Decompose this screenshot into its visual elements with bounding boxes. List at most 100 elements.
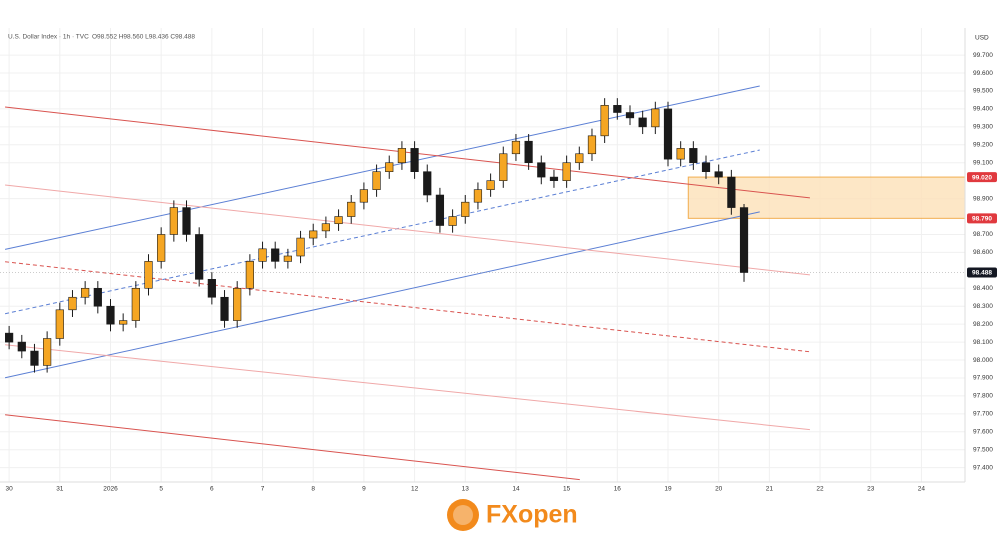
y-tick-label: 98.100 (973, 339, 993, 346)
candle-body (81, 287, 90, 298)
x-tick-label: 31 (56, 486, 64, 493)
y-tick-label: 97.400 (973, 464, 993, 471)
candle-body (448, 216, 457, 226)
candle-body (689, 148, 698, 164)
brand-name: FXopen (486, 501, 578, 529)
price-label: 98.790 (972, 216, 992, 223)
candle-body (195, 234, 204, 280)
candle-body (435, 194, 445, 226)
candle-body (511, 140, 521, 155)
x-tick-label: 24 (918, 486, 926, 493)
candle-body (727, 176, 736, 208)
candle-body (245, 261, 254, 289)
y-tick-label: 99.600 (973, 70, 993, 77)
x-tick-label: 20 (715, 486, 723, 493)
y-tick-label: 99.700 (973, 52, 993, 59)
candle-body (473, 189, 483, 203)
candle-body (638, 117, 647, 128)
candle-body (461, 201, 470, 217)
candle-body (385, 162, 394, 172)
candle-body (613, 105, 622, 113)
price-label-box (967, 267, 997, 278)
axis-layer: 99.700 99.600 99.500 99.400 99.300 99.200 99.1… (6, 52, 997, 493)
candle-body (537, 162, 546, 178)
trend-line (4, 149, 760, 315)
candle-body (587, 135, 597, 155)
x-tick-label: 23 (867, 486, 875, 493)
candle-body (410, 148, 419, 172)
price-label-box (967, 213, 997, 224)
candle-body (562, 162, 571, 181)
candle-body (169, 207, 178, 235)
candle-body (233, 287, 242, 321)
candle-body (309, 230, 318, 239)
candle-body (575, 153, 584, 164)
candle-body (207, 279, 216, 298)
candle-body (157, 234, 166, 262)
y-tick-label: 98.900 (973, 195, 993, 202)
x-tick-label: 6 (210, 486, 214, 493)
y-tick-label: 97.600 (973, 428, 993, 435)
x-tick-label: 19 (664, 486, 672, 493)
trend-line (5, 261, 810, 353)
x-tick-label: 22 (816, 486, 824, 493)
y-tick-label: 97.500 (973, 446, 993, 453)
x-tick-label: 21 (766, 486, 774, 493)
candle-layer (5, 98, 749, 373)
y-tick-label: 98.700 (973, 231, 993, 238)
x-tick-label: 7 (261, 486, 265, 493)
price-label: 98.488 (972, 270, 992, 277)
y-tick-label: 97.800 (973, 393, 993, 400)
candle-body (296, 237, 305, 257)
x-tick-label: 15 (563, 486, 571, 493)
price-label-box (967, 172, 997, 183)
trend-line (5, 414, 580, 481)
candle-body (93, 287, 102, 307)
y-tick-label: 99.100 (973, 159, 993, 166)
candle-body (663, 108, 673, 160)
candle-body (17, 341, 26, 352)
candle-body (5, 332, 14, 343)
candle-body (68, 296, 77, 311)
candle-body (334, 216, 343, 225)
logo-icon-inner (453, 505, 473, 525)
candle-body (499, 153, 508, 181)
candle-body (182, 207, 191, 235)
y-tick-label: 98.200 (973, 321, 993, 328)
y-tick-label: 98.300 (973, 303, 993, 310)
y-tick-label: 97.700 (973, 411, 993, 418)
candle-body (651, 108, 660, 128)
candle-body (55, 309, 64, 339)
candle-body (549, 176, 559, 181)
candle-body (43, 338, 52, 366)
candle-body (106, 305, 115, 325)
candle-body (739, 207, 749, 273)
x-tick-label: 14 (512, 486, 520, 493)
candle-body (119, 320, 128, 325)
y-tick-label: 99.200 (973, 142, 993, 149)
currency-label: USD (975, 35, 989, 42)
x-tick-label: 2026 (103, 486, 118, 493)
candle-body (283, 255, 292, 262)
price-label: 99.020 (972, 174, 992, 181)
x-tick-label: 16 (614, 486, 622, 493)
candle-body (372, 171, 381, 190)
y-tick-label: 99.300 (973, 124, 993, 131)
candle-body (701, 162, 711, 172)
candle-body (524, 140, 533, 164)
candle-body (144, 261, 153, 289)
candle-body (321, 223, 330, 232)
brand-logo: FXopen (447, 499, 578, 531)
trend-line (5, 344, 810, 431)
ohlc-text: O98.552 H98.560 L98.436 C98.488 (92, 34, 195, 41)
candle-body (397, 148, 407, 164)
logo-icon (447, 499, 479, 531)
x-tick-label: 5 (159, 486, 163, 493)
y-tick-label: 98.000 (973, 357, 993, 364)
chart-title: U.S. Dollar Index · 1h · TVC (8, 34, 89, 41)
candle-body (600, 105, 609, 137)
y-tick-label: 99.400 (973, 106, 993, 113)
